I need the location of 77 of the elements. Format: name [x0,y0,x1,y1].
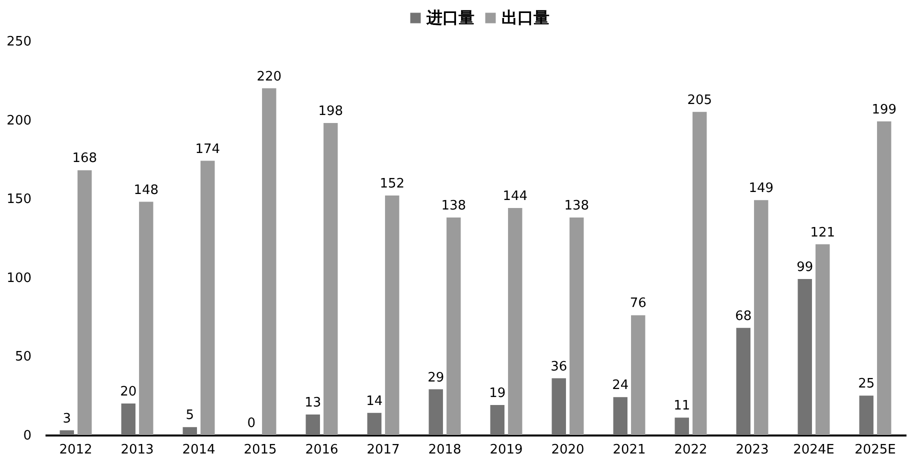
data-label: 199 [872,102,897,118]
bar [139,202,154,435]
y-tick-label: 250 [6,34,32,50]
data-label: 0 [247,416,256,431]
data-label: 20 [120,384,137,400]
legend-label: 进口量 [426,8,474,27]
x-tick-label: 2020 [551,442,584,458]
bar [78,170,92,435]
bar [490,405,504,435]
bar [200,160,215,435]
bar [798,278,812,435]
x-tick-label: 2022 [674,442,708,458]
bar [570,218,584,435]
y-tick-label: 50 [14,350,32,365]
data-label: 121 [810,225,836,240]
x-tick-label: 2013 [120,442,154,458]
data-label: 76 [630,296,646,312]
bar [859,396,874,435]
data-label: 174 [195,142,220,157]
y-tick-label: 0 [23,428,32,444]
data-label: 148 [134,182,159,198]
bar [121,403,136,435]
bar [428,389,443,435]
x-tick-label: 2024E [793,442,834,458]
data-label: 198 [318,104,344,119]
data-label: 99 [796,260,814,275]
data-label: 11 [674,398,690,414]
bar [674,418,689,435]
bar [692,112,707,435]
bar [367,412,382,435]
bar [446,218,461,435]
data-label: 5 [186,408,194,424]
data-label: 24 [612,378,629,394]
data-label: 152 [380,176,405,192]
bar [736,328,750,435]
data-label: 149 [748,181,774,196]
y-tick-label: 200 [6,113,32,128]
bar [182,427,197,435]
data-label: 138 [441,198,466,214]
data-label: 138 [564,198,590,214]
bar [508,208,522,435]
bar [324,122,338,435]
data-label: 25 [858,376,875,392]
bar [385,195,400,435]
bar [306,414,320,435]
y-tick-label: 100 [6,270,32,286]
data-label: 29 [428,370,444,386]
bar [262,88,276,435]
x-tick-label: 2025E [854,442,896,458]
bar [631,315,646,435]
data-label: 168 [72,151,98,166]
x-tick-label: 2021 [612,442,646,458]
x-tick-label: 2023 [736,442,769,458]
x-tick-label: 2014 [182,442,216,458]
data-label: 3 [62,411,72,426]
data-label: 220 [256,69,282,84]
bar [552,378,566,435]
data-label: 205 [687,92,712,108]
data-label: 14 [366,394,383,409]
data-label: 144 [502,189,528,204]
bar [754,200,768,435]
bar [816,244,830,435]
bar [877,121,892,435]
bar [613,397,628,435]
x-tick-label: 2015 [244,442,277,458]
x-tick-label: 2019 [490,442,523,458]
x-tick-label: 2012 [59,442,92,458]
legend-label: 出口量 [502,8,550,27]
x-tick-label: 2018 [428,442,462,458]
data-label: 68 [735,308,752,324]
x-tick-label: 2016 [305,442,338,458]
x-tick-label: 2017 [366,442,400,458]
y-tick-label: 150 [6,192,32,208]
bar [60,430,74,435]
data-label: 13 [304,396,322,411]
data-label: 19 [489,386,506,402]
data-label: 36 [550,359,568,374]
